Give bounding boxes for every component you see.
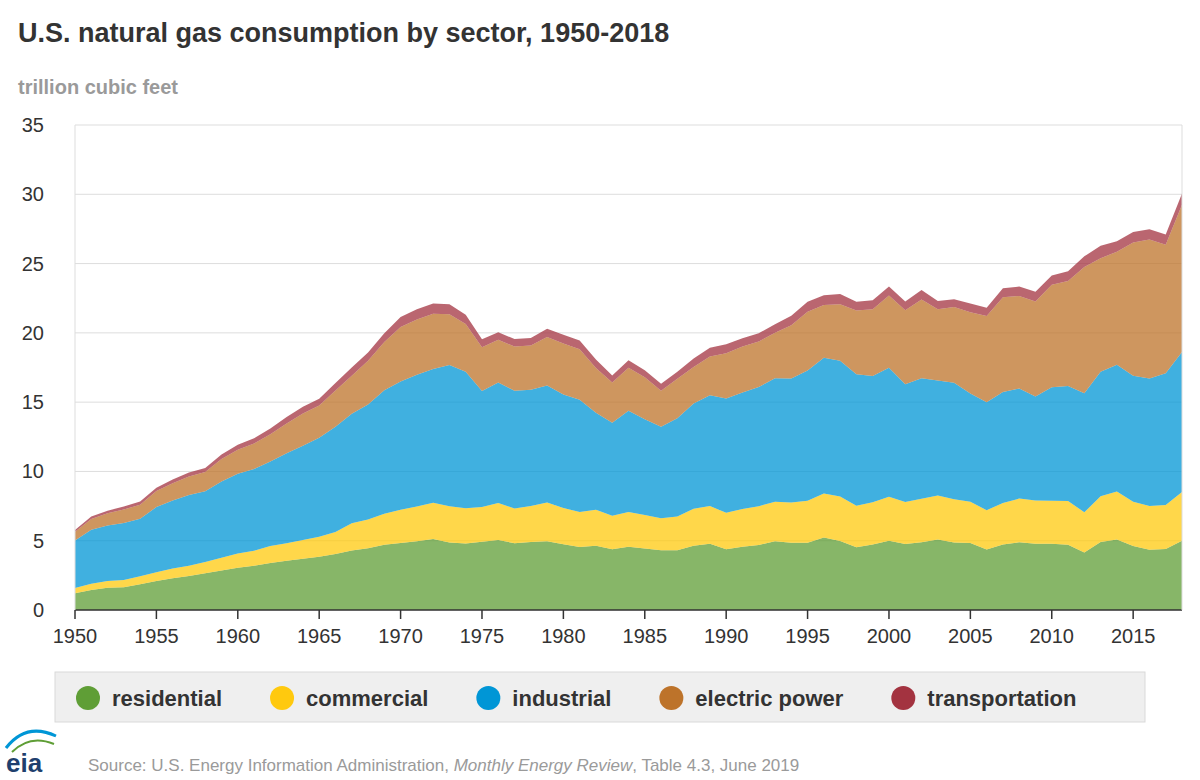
legend-swatch — [891, 686, 915, 710]
x-tick — [888, 610, 890, 619]
legend-swatch — [476, 686, 500, 710]
legend-label: industrial — [512, 686, 611, 711]
area — [75, 205, 1182, 541]
x-tick-label: 2015 — [1111, 625, 1156, 647]
plot-edge — [75, 125, 76, 610]
x-tick — [563, 610, 565, 619]
y-tick-label: 35 — [22, 114, 44, 136]
logo-text: eia — [6, 748, 43, 778]
legend-label: transportation — [927, 686, 1076, 711]
title: U.S. natural gas consumption by sector, … — [18, 18, 669, 48]
y-tick-label: 0 — [33, 599, 44, 621]
x-axis-line — [75, 609, 1182, 611]
x-tick — [237, 610, 239, 619]
legend-label: electric power — [695, 686, 843, 711]
x-tick — [318, 610, 320, 619]
x-tick — [400, 610, 402, 619]
x-tick — [970, 610, 972, 619]
y-axis-label: trillion cubic feet — [18, 76, 178, 98]
y-tick-label: 25 — [22, 253, 44, 275]
source: Source: U.S. Energy Information Administ… — [88, 756, 799, 775]
y-tick-label: 20 — [22, 322, 44, 344]
legend-box — [55, 672, 1145, 722]
x-tick — [1051, 610, 1053, 619]
legend-swatch — [270, 686, 294, 710]
y-tick-label: 15 — [22, 391, 44, 413]
x-tick-label: 1970 — [378, 625, 423, 647]
logo: eia — [6, 731, 56, 778]
y-tick-label: 30 — [22, 183, 44, 205]
source-part: Monthly Energy Review — [454, 756, 634, 775]
x-tick — [725, 610, 727, 619]
legend-label: commercial — [306, 686, 428, 711]
x-tick — [74, 610, 76, 619]
x-tick-label: 2000 — [867, 625, 912, 647]
areas — [75, 193, 1182, 610]
area — [75, 193, 1182, 531]
legend: residential commercial industrial electric … — [55, 672, 1145, 722]
x-tick-label: 2010 — [1030, 625, 1075, 647]
x-tick — [481, 610, 483, 619]
source-part: , Table 4.3, June 2019 — [632, 756, 799, 775]
chart: U.S. natural gas consumption by sector, … — [0, 0, 1200, 780]
x-tick-label: 1985 — [623, 625, 668, 647]
x-tick-label: 1975 — [460, 625, 505, 647]
x-tick — [156, 610, 158, 619]
x-tick-label: 1980 — [541, 625, 586, 647]
legend-swatch — [76, 686, 100, 710]
legend-swatch — [659, 686, 683, 710]
y-tick-label: 10 — [22, 460, 44, 482]
grid — [75, 125, 1182, 610]
x-tick-label: 1990 — [704, 625, 749, 647]
grid-line — [75, 263, 1182, 264]
x-tick — [644, 610, 646, 619]
plot-edge — [1182, 125, 1183, 610]
y-tick-label: 5 — [33, 530, 44, 552]
x-tick-label: 1965 — [297, 625, 342, 647]
x-tick — [807, 610, 809, 619]
source-part: Source: U.S. Energy Information Administ… — [88, 756, 454, 775]
legend-label: residential — [112, 686, 222, 711]
x-tick-label: 1960 — [216, 625, 261, 647]
x-tick-label: 2005 — [948, 625, 993, 647]
grid-line — [75, 125, 1182, 126]
x-tick-label: 1950 — [53, 625, 98, 647]
logo-arc — [6, 731, 56, 748]
x-tick — [1132, 610, 1134, 619]
grid-line — [75, 194, 1182, 195]
x-tick-label: 1995 — [785, 625, 830, 647]
grid-line — [75, 610, 1182, 611]
x-tick-label: 1955 — [134, 625, 179, 647]
